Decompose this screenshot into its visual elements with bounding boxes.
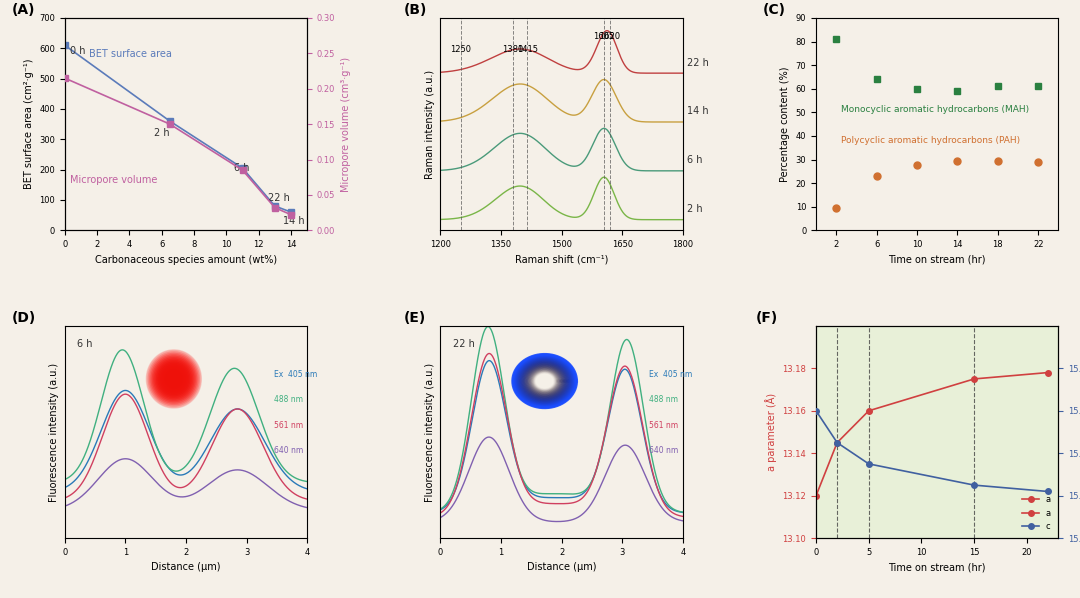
c <box>1041 488 1054 495</box>
X-axis label: Time on stream (hr): Time on stream (hr) <box>889 563 986 572</box>
a <box>1041 369 1054 376</box>
Text: (F): (F) <box>756 310 778 325</box>
Y-axis label: Raman intensity (a.u.): Raman intensity (a.u.) <box>424 69 435 179</box>
Text: (A): (A) <box>12 3 35 17</box>
c <box>831 439 843 446</box>
Text: 14 h: 14 h <box>283 216 305 226</box>
c <box>862 460 875 468</box>
Text: 2 h: 2 h <box>153 128 170 138</box>
Y-axis label: a parameter (Å): a parameter (Å) <box>765 393 777 471</box>
Text: 6 h: 6 h <box>77 339 93 349</box>
Text: 14 h: 14 h <box>687 106 708 117</box>
Legend: a, a, c: a, a, c <box>1020 492 1054 534</box>
Text: 22 h: 22 h <box>687 57 708 68</box>
X-axis label: Distance (μm): Distance (μm) <box>151 563 220 572</box>
a <box>968 376 981 383</box>
Text: 561 nm: 561 nm <box>274 421 303 430</box>
Text: Ex  405 nm: Ex 405 nm <box>649 370 692 379</box>
X-axis label: Raman shift (cm⁻¹): Raman shift (cm⁻¹) <box>515 255 608 264</box>
a <box>810 492 823 499</box>
Text: (B): (B) <box>404 3 428 17</box>
Y-axis label: Micropore volume (cm³·g⁻¹): Micropore volume (cm³·g⁻¹) <box>341 57 351 192</box>
Text: Micropore volume: Micropore volume <box>69 175 157 185</box>
Text: BET surface area: BET surface area <box>89 50 172 59</box>
Text: 1620: 1620 <box>599 32 621 41</box>
Y-axis label: Percentage content (%): Percentage content (%) <box>780 66 791 182</box>
Text: (C): (C) <box>762 3 786 17</box>
Text: 22 h: 22 h <box>268 194 291 203</box>
X-axis label: Carbonaceous species amount (wt%): Carbonaceous species amount (wt%) <box>95 255 278 264</box>
Line: a: a <box>813 370 1051 499</box>
Text: 1250: 1250 <box>450 45 471 54</box>
Y-axis label: Fluorescence intensity (a.u.): Fluorescence intensity (a.u.) <box>50 362 59 502</box>
c <box>968 481 981 489</box>
Text: (D): (D) <box>12 310 36 325</box>
Text: 488 nm: 488 nm <box>274 395 302 404</box>
Text: 1415: 1415 <box>516 45 538 54</box>
Text: 22 h: 22 h <box>453 339 474 349</box>
Text: 2 h: 2 h <box>687 204 702 214</box>
c <box>810 407 823 414</box>
Line: c: c <box>813 408 1051 495</box>
Text: 640 nm: 640 nm <box>274 446 303 455</box>
Text: 0 h: 0 h <box>69 46 85 56</box>
Text: Ex  405 nm: Ex 405 nm <box>274 370 318 379</box>
Text: (E): (E) <box>404 310 427 325</box>
Text: 1380: 1380 <box>502 45 524 54</box>
Text: 561 nm: 561 nm <box>649 421 678 430</box>
a <box>862 407 875 414</box>
Y-axis label: BET surface area (cm²·g⁻¹): BET surface area (cm²·g⁻¹) <box>24 59 33 190</box>
Text: 1605: 1605 <box>593 32 615 41</box>
Text: 488 nm: 488 nm <box>649 395 678 404</box>
Text: Polycyclic aromatic hydrocarbons (PAH): Polycyclic aromatic hydrocarbons (PAH) <box>841 136 1021 145</box>
Text: 6 h: 6 h <box>687 155 702 165</box>
X-axis label: Distance (μm): Distance (μm) <box>527 563 596 572</box>
Y-axis label: Fluorescence intensity (a.u.): Fluorescence intensity (a.u.) <box>424 362 435 502</box>
X-axis label: Time on stream (hr): Time on stream (hr) <box>889 255 986 264</box>
Text: 640 nm: 640 nm <box>649 446 678 455</box>
Text: Monocyclic aromatic hydrocarbons (MAH): Monocyclic aromatic hydrocarbons (MAH) <box>841 105 1029 114</box>
a <box>831 439 843 446</box>
Text: 6 h: 6 h <box>234 163 249 173</box>
